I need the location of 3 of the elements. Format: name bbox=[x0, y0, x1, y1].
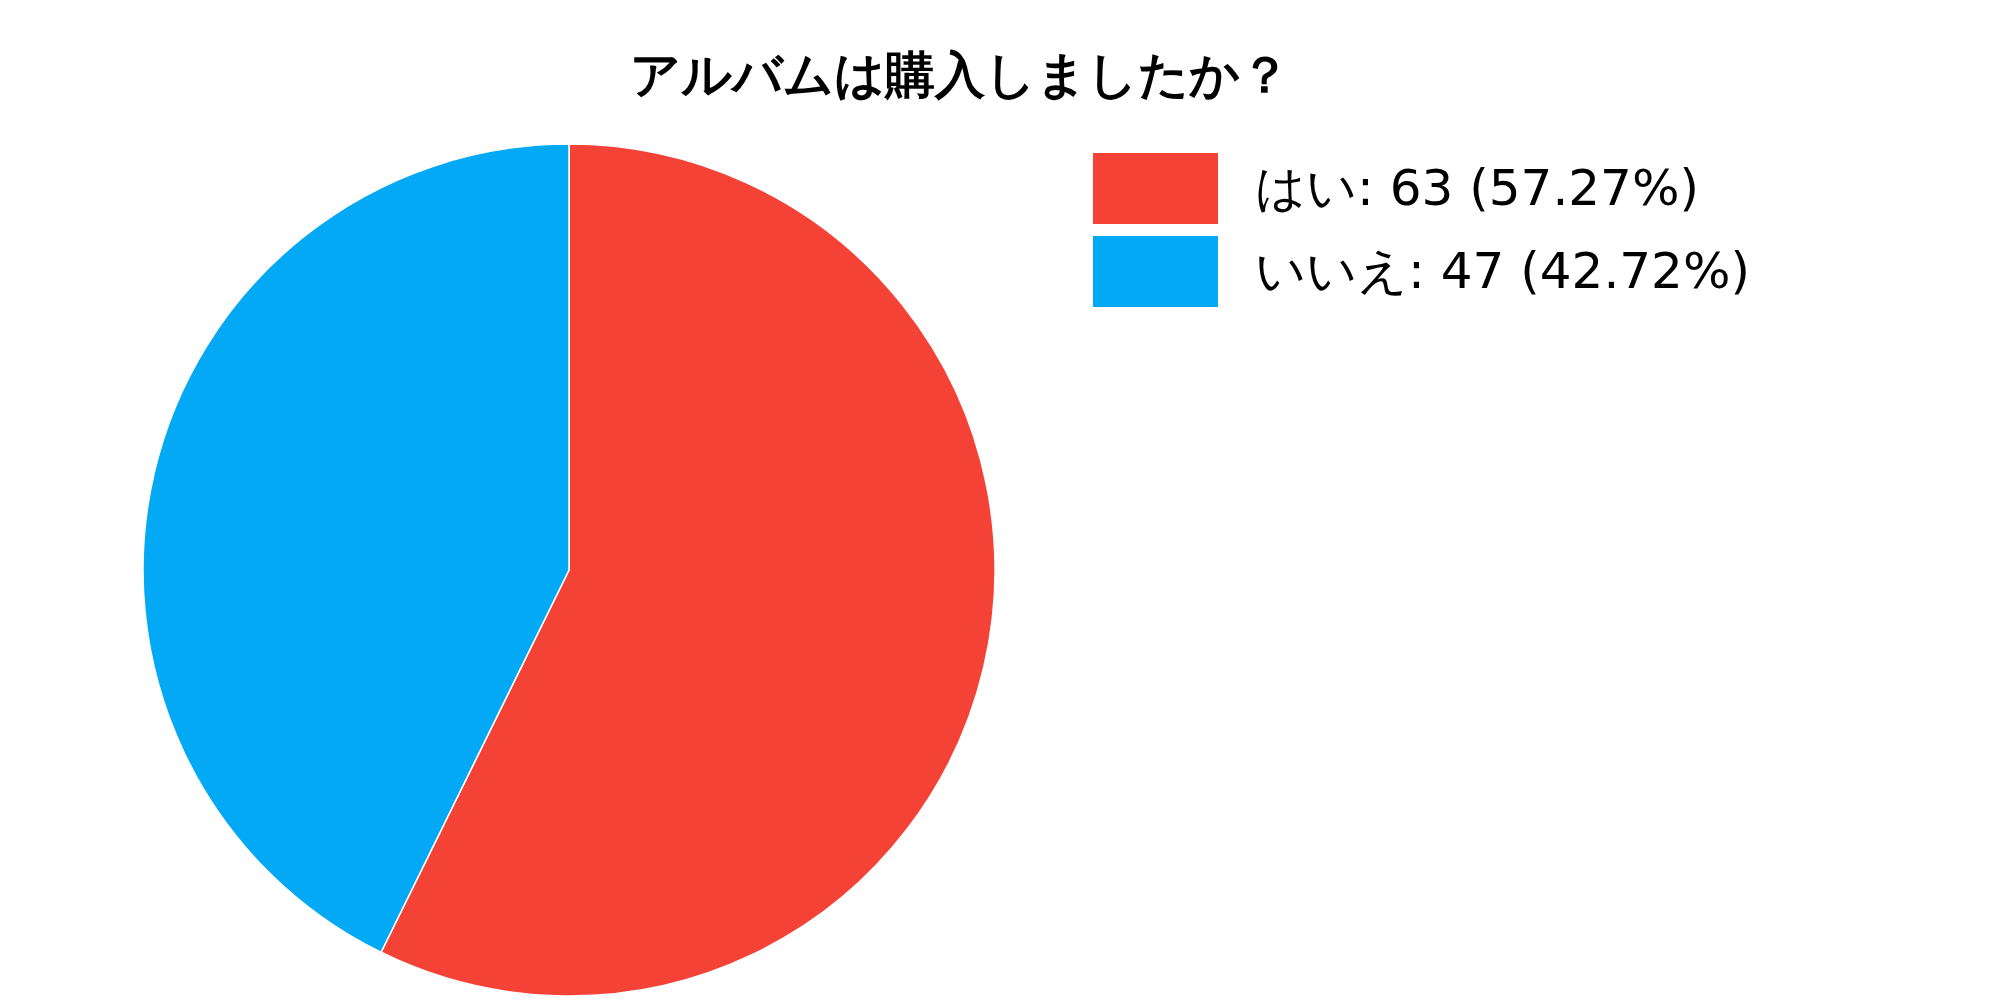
legend-label: いいえ: 47 (42.72%) bbox=[1255, 242, 1750, 300]
legend-label: はい: 63 (57.27%) bbox=[1255, 159, 1699, 217]
chart-title: アルバムは購入しましたか？ bbox=[630, 46, 1290, 104]
